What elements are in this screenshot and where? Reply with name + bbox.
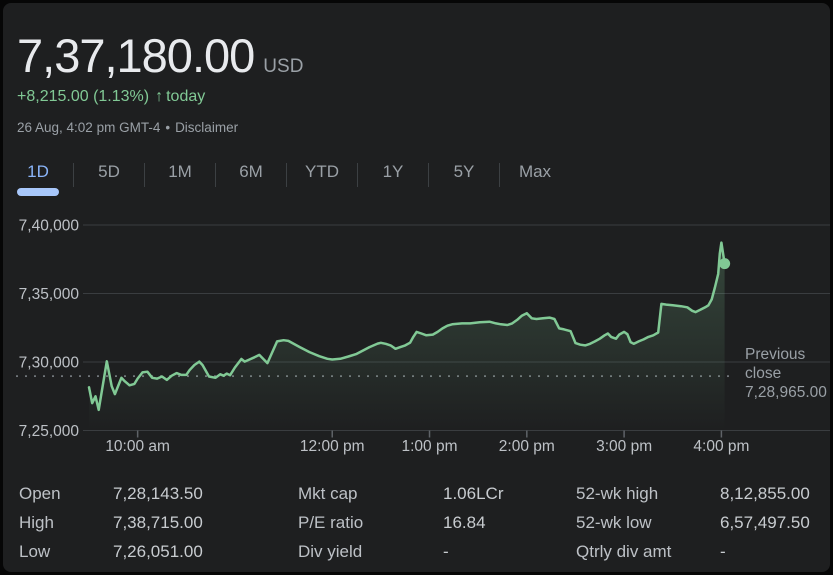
stat-row-open: Open 7,28,143.50 (19, 479, 279, 508)
stat-value: - (443, 542, 449, 561)
stat-label: Mkt cap (298, 484, 358, 503)
up-arrow-icon: ↑ (155, 88, 164, 105)
change-amount: +8,215.00 (1.13%) (17, 88, 150, 105)
stats-column: Mkt cap 1.06LCr P/E ratio 16.84 Div yield - (298, 479, 558, 566)
x-axis-label: 10:00 am (105, 438, 170, 455)
stat-row-mkt-cap: Mkt cap 1.06LCr (298, 479, 558, 508)
tab-label: YTD (305, 162, 339, 181)
tab-6m[interactable]: 6M (216, 153, 286, 197)
tab-label: 5Y (453, 162, 475, 181)
tab-divider (499, 163, 500, 187)
tab-ytd[interactable]: YTD (287, 153, 357, 197)
stat-label: Div yield (298, 542, 363, 561)
stat-row-qtrly-div-amt: Qtrly div amt - (576, 537, 830, 566)
currency-label: USD (263, 56, 304, 77)
tab-5d[interactable]: 5D (74, 153, 144, 197)
tab-divider (144, 163, 145, 187)
change-period: today (166, 88, 206, 105)
tab-1d[interactable]: 1D (3, 153, 73, 197)
previous-close-callout: Previous close 7,28,965.00 (745, 345, 830, 402)
last-price-dot (719, 258, 731, 270)
price-chart-svg[interactable]: 7,40,000 7,35,000 7,30,000 7,25,000 10:00 am… (3, 203, 830, 458)
stat-row-low: Low 7,26,051.00 (19, 537, 279, 566)
stat-label: 52-wk low (576, 513, 652, 532)
stat-row-52-wk-high: 52-wk high 8,12,855.00 (576, 479, 830, 508)
active-tab-underline (17, 188, 59, 196)
stat-label: Qtrly div amt (576, 542, 672, 561)
tab-label: 5D (98, 162, 120, 181)
price-change: +8,215.00 (1.13%) ↑ today (17, 87, 205, 107)
quote-meta: 26 Aug, 4:02 pm GMT-4 • Disclaimer (17, 119, 238, 137)
tab-label: 1M (168, 162, 192, 181)
stat-label: 52-wk high (576, 484, 659, 503)
stat-row-high: High 7,38,715.00 (19, 508, 279, 537)
stat-label: Low (19, 542, 51, 561)
tab-label: Max (518, 162, 552, 181)
tab-1m[interactable]: 1M (145, 153, 215, 197)
stat-value: 1.06LCr (443, 484, 504, 503)
stat-row-p-e-ratio: P/E ratio 16.84 (298, 508, 558, 537)
stats-column: 52-wk high 8,12,855.00 52-wk low 6,57,497.5… (576, 479, 830, 566)
tab-label: 1D (27, 162, 49, 181)
stat-label: P/E ratio (298, 513, 364, 532)
price-chart: 7,40,000 7,35,000 7,30,000 7,25,000 10:00 am… (3, 203, 830, 458)
stat-row-div-yield: Div yield - (298, 537, 558, 566)
tab-divider (357, 163, 358, 187)
tab-divider (286, 163, 287, 187)
previous-close-label-line2: close (745, 365, 782, 382)
range-tabs: 1D 5D 1M 6M YTD 1Y 5Y Max (3, 153, 570, 197)
stat-value: 16.84 (443, 513, 486, 532)
stat-value: - (720, 542, 726, 561)
key-stats: Open 7,28,143.50 High 7,38,715.00 Low 7,26,05… (19, 479, 830, 571)
current-price: 7,37,180.00 (17, 29, 255, 82)
stats-column: Open 7,28,143.50 High 7,38,715.00 Low 7,26,05… (19, 479, 279, 566)
tab-max[interactable]: Max (500, 153, 570, 197)
y-axis-label: 7,25,000 (19, 423, 80, 440)
x-axis-label: 2:00 pm (499, 438, 555, 455)
separator-dot: • (165, 120, 171, 135)
tab-1y[interactable]: 1Y (358, 153, 428, 197)
tab-divider (428, 163, 429, 187)
finance-widget: 7,37,180.00 USD +8,215.00 (1.13%) ↑ today 2… (3, 3, 830, 572)
tab-divider (73, 163, 74, 187)
x-axis-label: 1:00 pm (402, 438, 458, 455)
y-axis-label: 7,30,000 (19, 355, 80, 372)
x-axis-label: 3:00 pm (596, 438, 652, 455)
stat-label: High (19, 513, 54, 532)
y-axis-label: 7,40,000 (19, 218, 80, 235)
stat-value: 8,12,855.00 (720, 484, 810, 503)
stat-value: 7,38,715.00 (113, 513, 203, 532)
tab-label: 6M (239, 162, 263, 181)
stat-label: Open (19, 484, 61, 503)
previous-close-label-line1: Previous (745, 346, 806, 363)
previous-close-value: 7,28,965.00 (745, 384, 827, 401)
x-axis-label: 12:00 pm (300, 438, 365, 455)
tab-label: 1Y (382, 162, 404, 181)
disclaimer-link[interactable]: Disclaimer (175, 120, 239, 135)
stat-row-52-wk-low: 52-wk low 6,57,497.50 (576, 508, 830, 537)
y-axis-label: 7,35,000 (19, 286, 80, 303)
stat-value: 6,57,497.50 (720, 513, 810, 532)
price-area-fill (89, 242, 725, 431)
quote-timestamp: 26 Aug, 4:02 pm GMT-4 (17, 120, 161, 135)
tab-divider (215, 163, 216, 187)
stat-value: 7,28,143.50 (113, 484, 203, 503)
price-header: 7,37,180.00 USD (17, 32, 303, 79)
price-line (87, 241, 726, 412)
stat-value: 7,26,051.00 (113, 542, 203, 561)
x-axis-label: 4:00 pm (693, 438, 749, 455)
tab-5y[interactable]: 5Y (429, 153, 499, 197)
